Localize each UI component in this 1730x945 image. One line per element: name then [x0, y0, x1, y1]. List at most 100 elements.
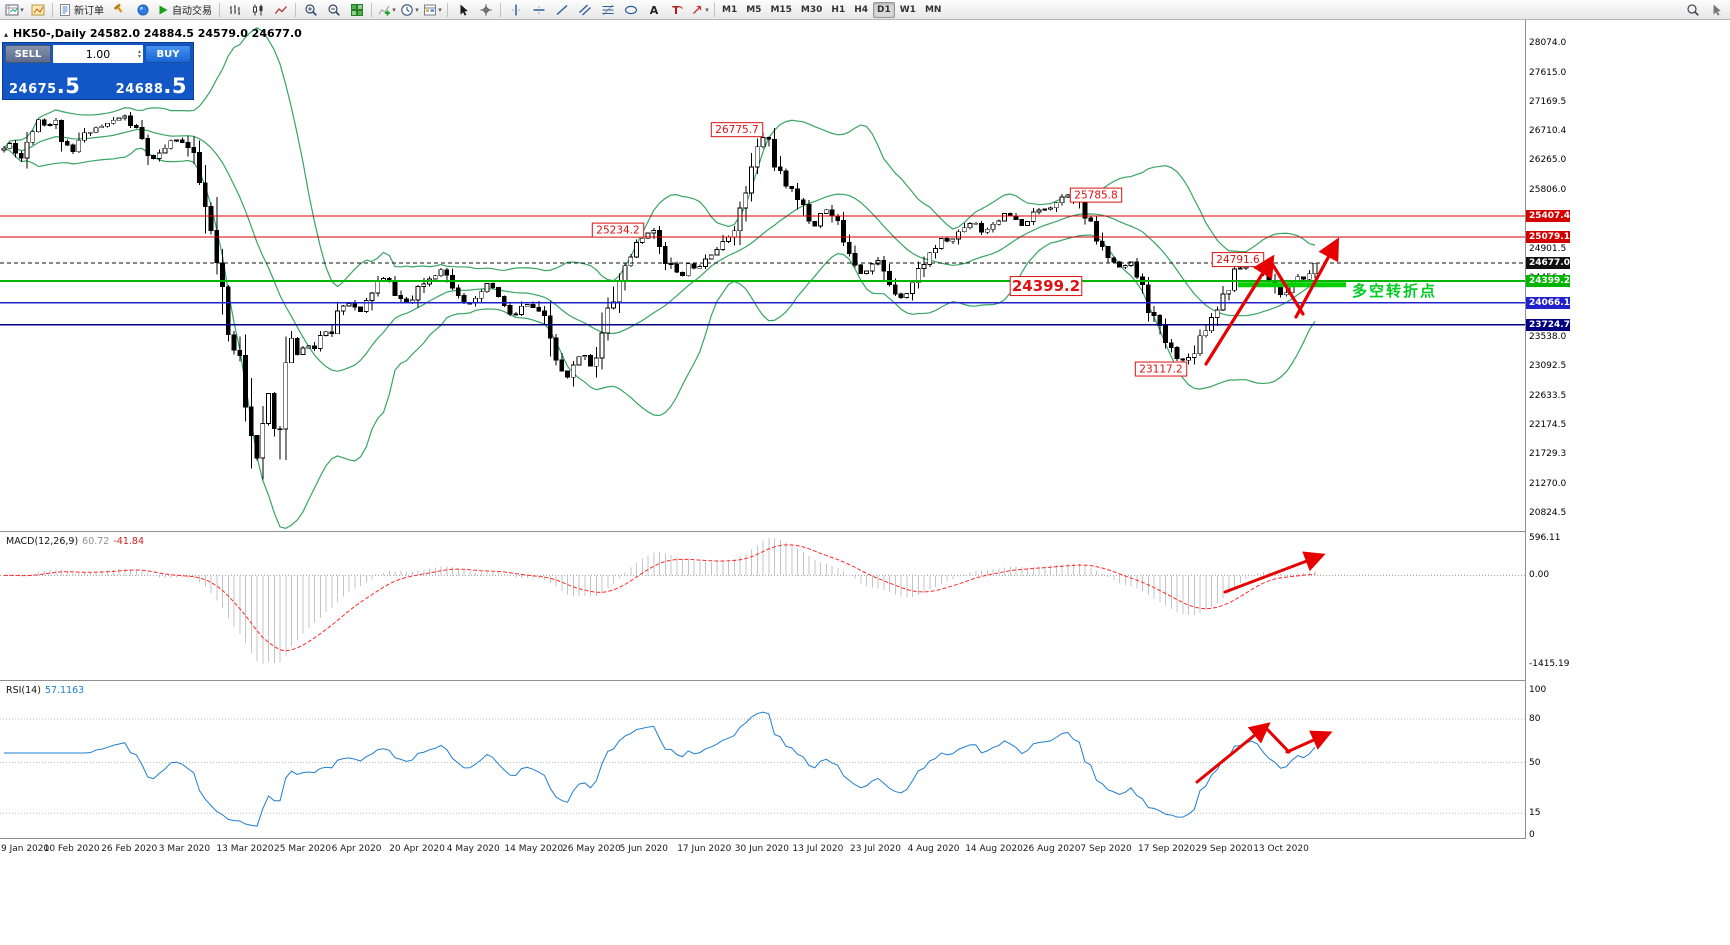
turning-point-text[interactable]: 多空转折点 [1352, 282, 1437, 300]
date-axis-label[interactable]: 17 Sep 2020 [1138, 844, 1196, 854]
text-button[interactable]: A [642, 0, 665, 19]
date-axis-label[interactable]: 23 Jul 2020 [850, 844, 901, 854]
date-axis-label[interactable]: 29 Sep 2020 [1195, 844, 1253, 854]
timeframe-d1-button[interactable]: D1 [873, 1, 895, 18]
date-axis[interactable]: 9 Jan 2020 10 Feb 2020 26 Feb 2020 3 Mar 20… [0, 839, 1570, 860]
volume-down-icon[interactable]: ▾ [137, 53, 141, 60]
candlestick-chart-button[interactable] [246, 0, 269, 19]
date-axis-label[interactable]: 5 Jun 2020 [619, 844, 669, 854]
horizontal-line-button[interactable] [527, 0, 550, 19]
date-axis-label[interactable]: 13 Oct 2020 [1253, 844, 1309, 854]
profiles-button[interactable] [26, 0, 49, 19]
date-axis-label[interactable]: 14 Aug 2020 [965, 844, 1023, 854]
date-axis-label[interactable]: 26 May 2020 [562, 844, 621, 854]
chevron-down-icon[interactable]: ▾ [705, 5, 709, 14]
one-click-collapse-icon[interactable]: ▴ [4, 30, 9, 39]
grab-button[interactable] [1704, 0, 1727, 19]
price-chart[interactable]: 多空转折点 26775.7 25785.8 25234.2 24791.6 24399.2… [0, 20, 1525, 532]
date-axis-label[interactable]: 26 Feb 2020 [101, 844, 158, 854]
bar-chart-button[interactable] [223, 0, 246, 19]
date-axis-label[interactable]: 14 May 2020 [504, 844, 564, 854]
buy-button[interactable]: BUY [145, 45, 191, 63]
date-axis-label[interactable]: 13 Mar 2020 [216, 844, 274, 854]
date-axis-label[interactable]: 6 Apr 2020 [331, 844, 382, 854]
price-label[interactable]: 24399.2 [1009, 276, 1083, 297]
periods-button[interactable]: ▾ [398, 0, 421, 19]
date-axis-label[interactable]: 26 Aug 2020 [1022, 844, 1081, 854]
timeframe-m15-button[interactable]: M15 [770, 4, 792, 15]
date-axis-label[interactable]: 9 Jan 2020 [1, 844, 50, 854]
price-label[interactable]: 26775.7 [710, 122, 764, 138]
line-chart-button[interactable] [269, 0, 292, 19]
date-axis-label[interactable]: 25 Mar 2020 [274, 844, 332, 854]
date-axis-divider [0, 838, 1570, 839]
macd-panel-divider[interactable] [0, 531, 1570, 532]
price-axis[interactable]: 28074.0 27615.0 27169.5 26710.4 26265.0 25806… [1525, 20, 1570, 860]
timeframe-m30-button[interactable]: M30 [800, 4, 823, 15]
trendline-button[interactable] [550, 0, 573, 19]
chevron-down-icon[interactable]: ▾ [415, 5, 419, 14]
text-label-button[interactable]: T [665, 0, 688, 19]
date-axis-label[interactable]: 7 Sep 2020 [1080, 844, 1132, 854]
cursor-button[interactable] [451, 0, 474, 19]
date-axis-label[interactable]: 4 May 2020 [446, 844, 500, 854]
trend-arrow[interactable] [1294, 237, 1340, 319]
indicators-button[interactable]: ▾ [375, 0, 398, 19]
chevron-down-icon[interactable]: ▾ [438, 5, 442, 14]
equidistant-channel-button[interactable] [573, 0, 596, 19]
volume-input[interactable]: 1.00 ▴ ▾ [53, 45, 143, 63]
price-annotations[interactable]: 26775.7 25785.8 25234.2 24791.6 24399.2 23117… [591, 122, 1265, 377]
new-chart-button[interactable]: ▾ [3, 0, 26, 19]
date-axis-label[interactable]: 20 Apr 2020 [389, 844, 445, 854]
macd-histogram [9, 538, 1316, 664]
price-label[interactable]: 24791.6 [1211, 252, 1265, 268]
new-order-button[interactable]: 新订单 [56, 0, 108, 19]
shapes-button[interactable] [619, 0, 642, 19]
zoom-out-button[interactable] [322, 0, 345, 19]
price-label[interactable]: 25234.2 [591, 222, 645, 238]
rsi-trend-arrow[interactable] [1264, 726, 1291, 754]
fibonacci-button[interactable] [596, 0, 619, 19]
toolbar-separator [371, 2, 372, 17]
trend-arrows[interactable] [1204, 237, 1340, 366]
chevron-down-icon[interactable]: ▾ [20, 5, 24, 14]
timeframe-w1-button[interactable]: W1 [899, 4, 916, 15]
metaeditor-button[interactable] [108, 0, 131, 19]
autotrading-button[interactable]: 自动交易 [154, 0, 216, 19]
macd-panel[interactable] [0, 532, 1525, 681]
date-axis-label[interactable]: 30 Jun 2020 [734, 844, 789, 854]
timeframe-h4-button[interactable]: H4 [854, 4, 868, 15]
bollinger-bands [3, 27, 1316, 530]
price-label[interactable]: 25785.8 [1069, 187, 1123, 203]
timeframe-h1-button[interactable]: H1 [831, 4, 846, 15]
volume-up-icon[interactable]: ▴ [137, 48, 141, 55]
trend-arrow[interactable] [1204, 254, 1275, 366]
macd-trend-arrow[interactable] [1223, 551, 1326, 594]
vertical-line-button[interactable] [504, 0, 527, 19]
search-button[interactable] [1681, 0, 1704, 19]
timeframe-mn-button[interactable]: MN [924, 4, 942, 15]
date-axis-label[interactable]: 13 Jul 2020 [792, 844, 844, 854]
price-label[interactable]: 23117.2 [1134, 361, 1188, 377]
volume-spinner[interactable]: ▴ ▾ [138, 45, 141, 63]
chevron-down-icon[interactable]: ▾ [392, 5, 396, 14]
tile-windows-button[interactable] [345, 0, 368, 19]
trend-arrow[interactable] [1269, 260, 1305, 316]
rsi-panel-divider[interactable] [0, 680, 1570, 681]
timeframe-m5-button[interactable]: M5 [746, 4, 762, 15]
sell-button[interactable]: SELL [5, 45, 51, 63]
date-axis-label[interactable]: 17 Jun 2020 [677, 844, 732, 854]
date-axis-label[interactable]: 3 Mar 2020 [158, 844, 211, 854]
rsi-trend-arrow[interactable] [1195, 722, 1271, 784]
rsi-panel[interactable] [0, 681, 1525, 839]
options-button[interactable] [131, 0, 154, 19]
timeframe-m1-button[interactable]: M1 [722, 4, 738, 15]
crosshair-button[interactable] [474, 0, 497, 19]
zoom-in-button[interactable] [299, 0, 322, 19]
date-axis-label[interactable]: 10 Feb 2020 [43, 844, 100, 854]
arrows-button[interactable]: ▾ [688, 0, 711, 19]
templates-button[interactable]: ▾ [421, 0, 444, 19]
rsi-trend-arrow[interactable] [1285, 730, 1333, 754]
macd-axis-label: 0.00 [1529, 570, 1550, 581]
date-axis-label[interactable]: 4 Aug 2020 [907, 844, 960, 854]
